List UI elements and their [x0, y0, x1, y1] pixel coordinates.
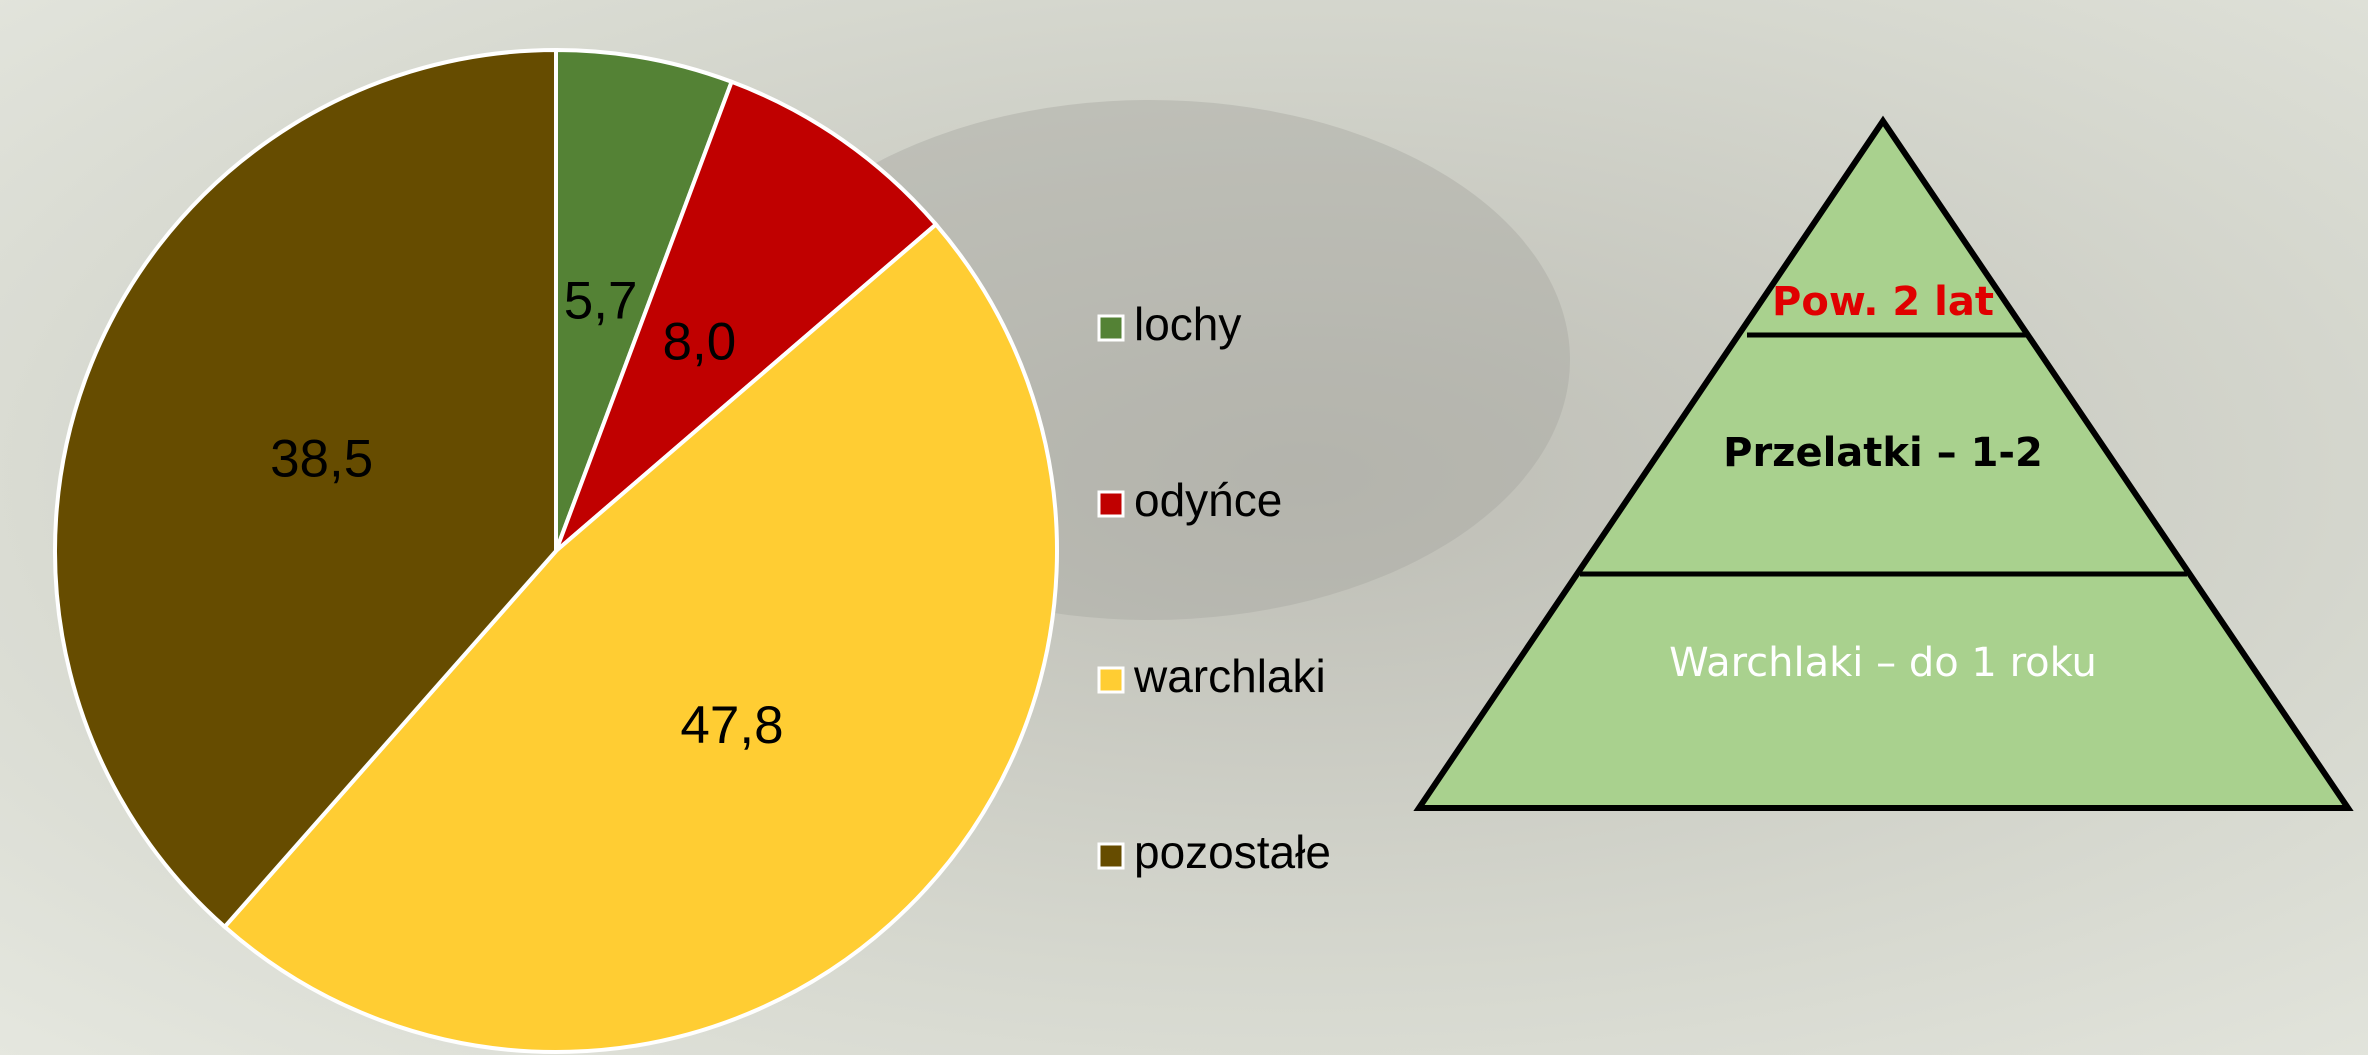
pyramid-shape	[1413, 115, 2354, 811]
legend-swatch	[1097, 314, 1125, 342]
legend: lochy odyńce warchlaki pozostałe	[1097, 298, 1331, 878]
legend-label: lochy	[1134, 298, 1241, 350]
data-label: 38,5	[270, 429, 373, 488]
legend-label: pozostałe	[1134, 826, 1331, 878]
data-label: 8,0	[663, 313, 737, 372]
pyramid: Pow. 2 lat Przelatki – 1-2 Warchlaki – d…	[1413, 115, 2354, 811]
legend-swatch	[1097, 842, 1125, 870]
pie-slice	[554, 47, 735, 552]
legend-swatch	[1097, 490, 1125, 518]
pie-slice	[554, 79, 939, 553]
pie-slice	[221, 221, 1059, 1054]
data-label: 47,8	[680, 696, 783, 755]
pyramid-level: Warchlaki – do 1 roku	[1669, 640, 2097, 686]
legend-label: odyńce	[1134, 474, 1282, 526]
legend-label: warchlaki	[1133, 650, 1326, 702]
pyramid-level: Pow. 2 lat	[1772, 279, 1994, 325]
pie-slice	[53, 47, 558, 930]
pyramid-level: Przelatki – 1-2	[1723, 430, 2043, 476]
pie-chart: 5,7 8,0 47,8 38,5	[53, 47, 1059, 1054]
legend-swatch	[1097, 666, 1125, 694]
data-label: 5,7	[564, 272, 638, 331]
